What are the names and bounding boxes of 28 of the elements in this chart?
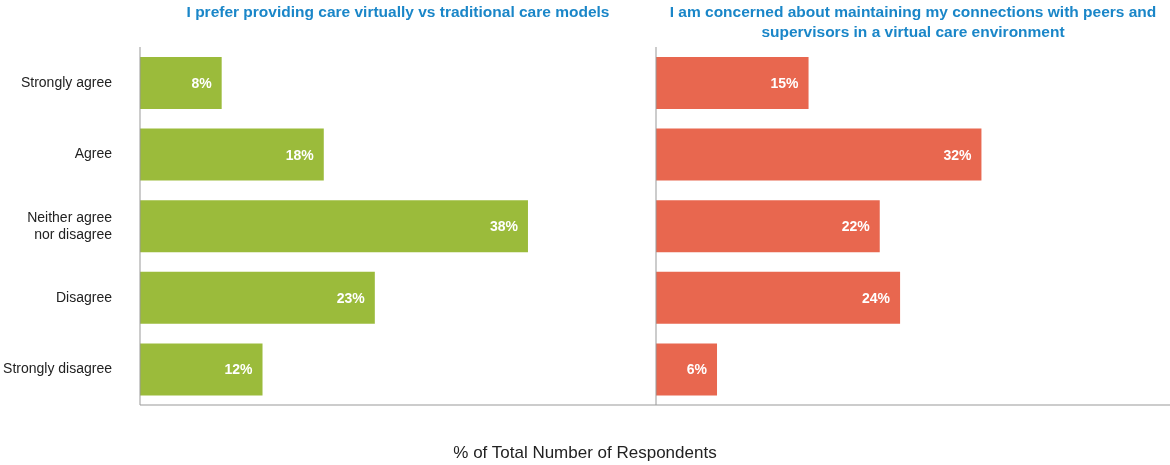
data-label: 38%: [489, 218, 519, 235]
chart-title: I prefer providing care virtually vs traditional care models: [185, 2, 611, 22]
y-tick-label: Strongly disagree: [3, 359, 113, 376]
bar: [140, 128, 324, 181]
x-axis-title: % of Total Number of Respondents: [452, 443, 718, 463]
data-label: 23%: [336, 289, 366, 306]
data-label: 18%: [285, 146, 315, 163]
bar: [656, 57, 809, 110]
data-label: 15%: [770, 74, 800, 91]
y-tick-label: Neither agree nor disagree: [27, 208, 113, 242]
bar: [140, 200, 528, 253]
bar: [140, 343, 263, 396]
data-label: 22%: [841, 218, 871, 235]
data-label: 24%: [862, 289, 891, 306]
chart-title: I am concerned about maintaining my connections with peers and supervisors in a virtual care environment: [668, 2, 1158, 42]
bar: [140, 57, 222, 110]
data-label: 6%: [686, 361, 708, 378]
data-label: 12%: [224, 361, 254, 378]
bar: [656, 343, 718, 396]
data-label: 8%: [191, 74, 213, 91]
bar: [656, 200, 880, 253]
bar: [140, 271, 375, 324]
y-tick-label: Disagree: [55, 288, 113, 305]
data-label: 32%: [943, 146, 972, 163]
bar: [656, 128, 982, 181]
y-tick-label: Agree: [74, 145, 113, 162]
bar: [656, 271, 901, 324]
y-tick-label: Strongly agree: [20, 73, 113, 90]
